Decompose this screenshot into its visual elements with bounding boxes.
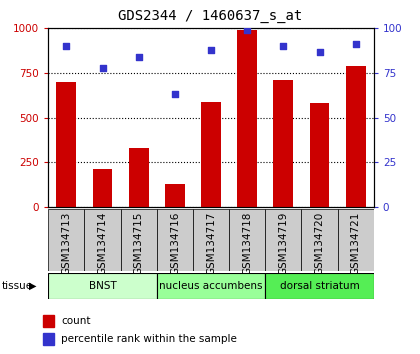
Text: GSM134713: GSM134713 [61,212,71,275]
Bar [265,273,374,299]
Text: dorsal striatum: dorsal striatum [280,281,360,291]
Bar [44,333,54,345]
Text: GSM134720: GSM134720 [315,212,325,275]
Bar [129,148,149,207]
Point [63,44,70,49]
Bar [237,30,257,207]
Text: percentile rank within the sample: percentile rank within the sample [61,334,237,344]
Text: tissue: tissue [2,281,33,291]
Bar [44,315,54,327]
Point [244,27,251,33]
Point [171,92,178,97]
Text: GSM134715: GSM134715 [134,212,144,275]
Point [280,44,287,49]
Text: GSM134716: GSM134716 [170,212,180,275]
Bar [338,209,374,271]
Point [208,47,215,53]
Text: GSM134721: GSM134721 [351,212,361,275]
Point [352,41,359,47]
Text: BNST: BNST [89,281,116,291]
Bar [165,184,185,207]
Bar [92,169,113,207]
Text: GDS2344 / 1460637_s_at: GDS2344 / 1460637_s_at [118,9,302,23]
Bar [273,80,293,207]
Text: GSM134717: GSM134717 [206,212,216,275]
Bar [229,209,265,271]
Text: count: count [61,316,91,326]
Text: GSM134719: GSM134719 [278,212,289,275]
Point [99,65,106,70]
Text: nucleus accumbens: nucleus accumbens [159,281,263,291]
Bar [84,209,121,271]
Bar [302,209,338,271]
Bar [157,273,265,299]
Bar [265,209,302,271]
Text: GSM134714: GSM134714 [97,212,108,275]
Bar [56,82,76,207]
Text: ▶: ▶ [29,281,36,291]
Bar [346,66,366,207]
Bar [48,209,84,271]
Bar [121,209,157,271]
Bar [310,103,330,207]
Point [316,49,323,55]
Point [135,54,142,60]
Bar [193,209,229,271]
Text: GSM134718: GSM134718 [242,212,252,275]
Bar [48,273,157,299]
Bar [157,209,193,271]
Bar [201,102,221,207]
